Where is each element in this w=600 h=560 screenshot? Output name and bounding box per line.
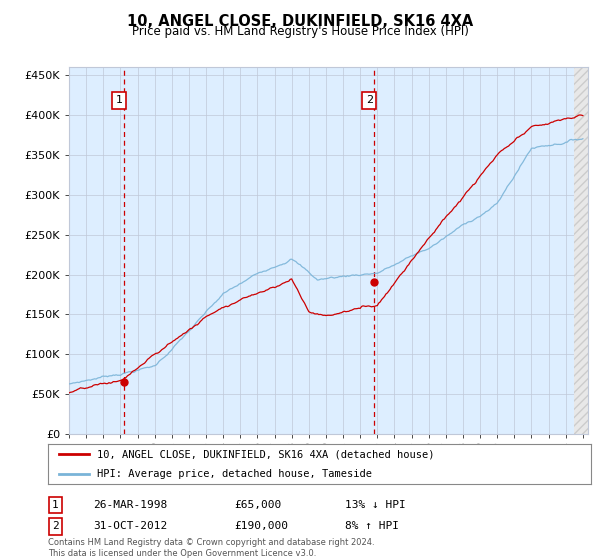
Text: 1: 1 xyxy=(52,500,59,510)
Text: 2: 2 xyxy=(52,521,59,531)
Text: 13% ↓ HPI: 13% ↓ HPI xyxy=(345,500,406,510)
Bar xyxy=(574,67,588,434)
Text: 8% ↑ HPI: 8% ↑ HPI xyxy=(345,521,399,531)
Bar xyxy=(574,67,588,434)
Text: HPI: Average price, detached house, Tameside: HPI: Average price, detached house, Tame… xyxy=(97,469,372,479)
Text: £65,000: £65,000 xyxy=(234,500,281,510)
Text: Price paid vs. HM Land Registry's House Price Index (HPI): Price paid vs. HM Land Registry's House … xyxy=(131,25,469,38)
Text: 10, ANGEL CLOSE, DUKINFIELD, SK16 4XA (detached house): 10, ANGEL CLOSE, DUKINFIELD, SK16 4XA (d… xyxy=(97,449,434,459)
Text: Contains HM Land Registry data © Crown copyright and database right 2024.
This d: Contains HM Land Registry data © Crown c… xyxy=(48,538,374,558)
Text: 26-MAR-1998: 26-MAR-1998 xyxy=(93,500,167,510)
Text: 1: 1 xyxy=(116,95,122,105)
Text: 2: 2 xyxy=(366,95,373,105)
Text: 10, ANGEL CLOSE, DUKINFIELD, SK16 4XA: 10, ANGEL CLOSE, DUKINFIELD, SK16 4XA xyxy=(127,14,473,29)
Text: £190,000: £190,000 xyxy=(234,521,288,531)
Text: 31-OCT-2012: 31-OCT-2012 xyxy=(93,521,167,531)
